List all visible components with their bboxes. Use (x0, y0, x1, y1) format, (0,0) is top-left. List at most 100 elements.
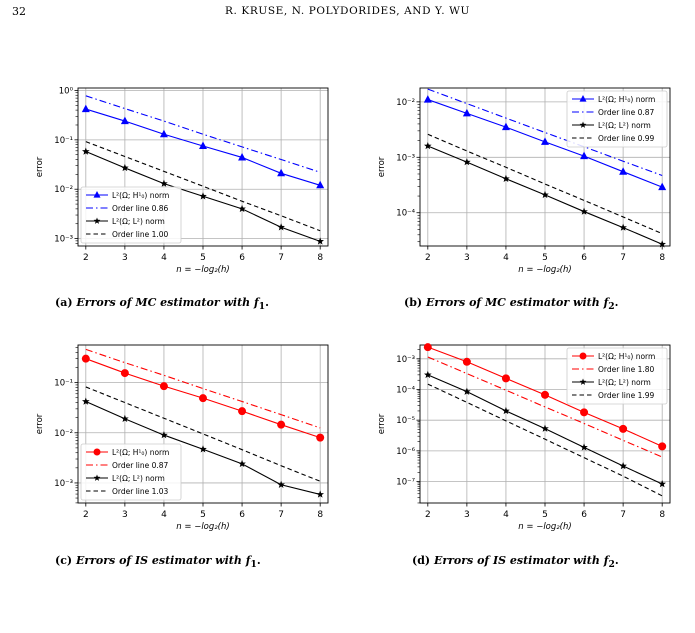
star-marker (199, 192, 207, 200)
x-tick-label: 6 (581, 510, 587, 520)
legend-label: Order line 0.99 (598, 134, 655, 143)
x-tick-label: 2 (83, 510, 89, 520)
star-marker (238, 204, 246, 213)
circle-marker (541, 390, 549, 399)
y-tick-label: 10⁻⁷ (396, 478, 415, 488)
star-marker (580, 207, 588, 215)
triangle-marker (501, 122, 510, 131)
y-axis-label: error (377, 413, 387, 434)
x-axis-label: n = −log₂(h) (518, 265, 571, 275)
y-tick-label: 10⁻³ (54, 479, 73, 489)
triangle-marker (580, 151, 589, 160)
triangle-marker (238, 152, 247, 161)
circle-marker (423, 343, 432, 352)
x-tick-label: 6 (239, 253, 245, 263)
star-marker (658, 240, 666, 248)
star-marker (316, 490, 324, 498)
star-marker (619, 462, 627, 470)
y-tick-label: 10⁻¹ (54, 136, 73, 146)
figure-c-chart: 2 3 4 5 6 7 8 10⁻³ 10⁻² 10⁻¹ n = −log₂(h) error L²(Ω… (35, 344, 329, 532)
legend-label: Order line 1.80 (598, 365, 655, 374)
circle-marker (579, 352, 587, 360)
legend-box (80, 186, 182, 244)
page-number: 32 (12, 5, 26, 18)
series-1 (85, 95, 321, 173)
star-marker (199, 445, 207, 453)
x-tick-label: 7 (278, 510, 284, 520)
series-line (427, 133, 663, 235)
triangle-marker (159, 129, 168, 138)
circle-marker (93, 448, 101, 456)
star-marker (541, 190, 549, 199)
x-tick-label: 4 (161, 510, 167, 520)
star-marker (121, 414, 129, 423)
triangle-marker (93, 191, 101, 198)
y-tick-label: 10⁻² (54, 185, 73, 195)
x-tick-label: 2 (425, 253, 431, 263)
triangle-marker (658, 182, 667, 191)
x-tick-label: 5 (200, 510, 206, 520)
legend: L²(Ω; H¹₀) norm Order line 0.87 L²(Ω; L²) … (80, 443, 182, 501)
legend-label: L²(Ω; H¹₀) norm (598, 95, 655, 104)
star-marker (316, 237, 324, 245)
triangle-marker (120, 116, 129, 125)
legend-label: Order line 1.00 (112, 230, 169, 239)
x-axis-label: n = −log₂(h) (518, 522, 571, 532)
star-marker (580, 443, 588, 451)
legend-label: L²(Ω; H¹₀) norm (112, 448, 169, 457)
circle-marker (316, 433, 325, 442)
series-2 (82, 147, 324, 245)
series-0 (81, 354, 325, 442)
series-2 (424, 370, 666, 488)
figure-a-chart: 2 3 4 5 6 7 8 10⁻³ 10⁻² 10⁻¹ 10⁰ n = −log₂(h) error L… (35, 86, 329, 275)
star-marker (160, 179, 168, 187)
triangle-marker (541, 137, 549, 145)
series-3 (85, 141, 321, 232)
caption-a: (a) Errors of MC estimator with f1. (55, 296, 269, 313)
y-axis-label: error (35, 156, 45, 177)
x-tick-label: 6 (581, 253, 587, 263)
star-marker (424, 370, 432, 379)
circle-marker (238, 407, 247, 416)
y-axis-label: error (35, 413, 45, 434)
legend: L²(Ω; H¹₀) norm Order line 1.80 L²(Ω; L²) … (566, 347, 668, 405)
x-tick-label: 2 (83, 253, 89, 263)
star-marker (277, 223, 285, 231)
series-3 (85, 386, 321, 482)
x-tick-label: 5 (200, 253, 206, 263)
star-marker (121, 163, 129, 172)
circle-marker (120, 369, 129, 378)
x-tick-label: 7 (620, 510, 626, 520)
legend-label: Order line 0.87 (112, 461, 169, 470)
legend-label: L²(Ω; L²) norm (112, 217, 165, 226)
legend-label: Order line 0.87 (598, 108, 655, 117)
triangle-marker (579, 95, 587, 102)
y-tick-label: 10⁻⁶ (396, 447, 415, 457)
star-marker (463, 158, 471, 166)
legend-label: L²(Ω; L²) norm (598, 121, 651, 130)
star-marker (541, 424, 549, 432)
series-1 (85, 348, 321, 429)
star-marker (160, 431, 168, 439)
star-marker (424, 141, 432, 150)
y-tick-label: 10⁻² (54, 429, 73, 439)
series-2 (82, 397, 324, 498)
series-0 (81, 104, 325, 189)
star-marker (277, 480, 285, 488)
circle-marker (501, 374, 510, 383)
series-line (85, 386, 321, 482)
y-tick-label: 10⁻³ (396, 153, 415, 163)
series-line (85, 348, 321, 429)
x-tick-label: 2 (425, 510, 431, 520)
x-tick-label: 6 (239, 510, 245, 520)
series-line (427, 383, 663, 497)
y-tick-label: 10⁻⁴ (396, 209, 415, 219)
legend-label: Order line 1.99 (598, 391, 655, 400)
x-tick-label: 8 (659, 510, 665, 520)
y-tick-label: 10⁻⁵ (396, 416, 415, 426)
series-3 (427, 133, 663, 235)
star-marker (619, 223, 627, 231)
x-tick-label: 4 (503, 253, 509, 263)
x-tick-label: 3 (464, 253, 470, 263)
triangle-marker (462, 108, 471, 117)
